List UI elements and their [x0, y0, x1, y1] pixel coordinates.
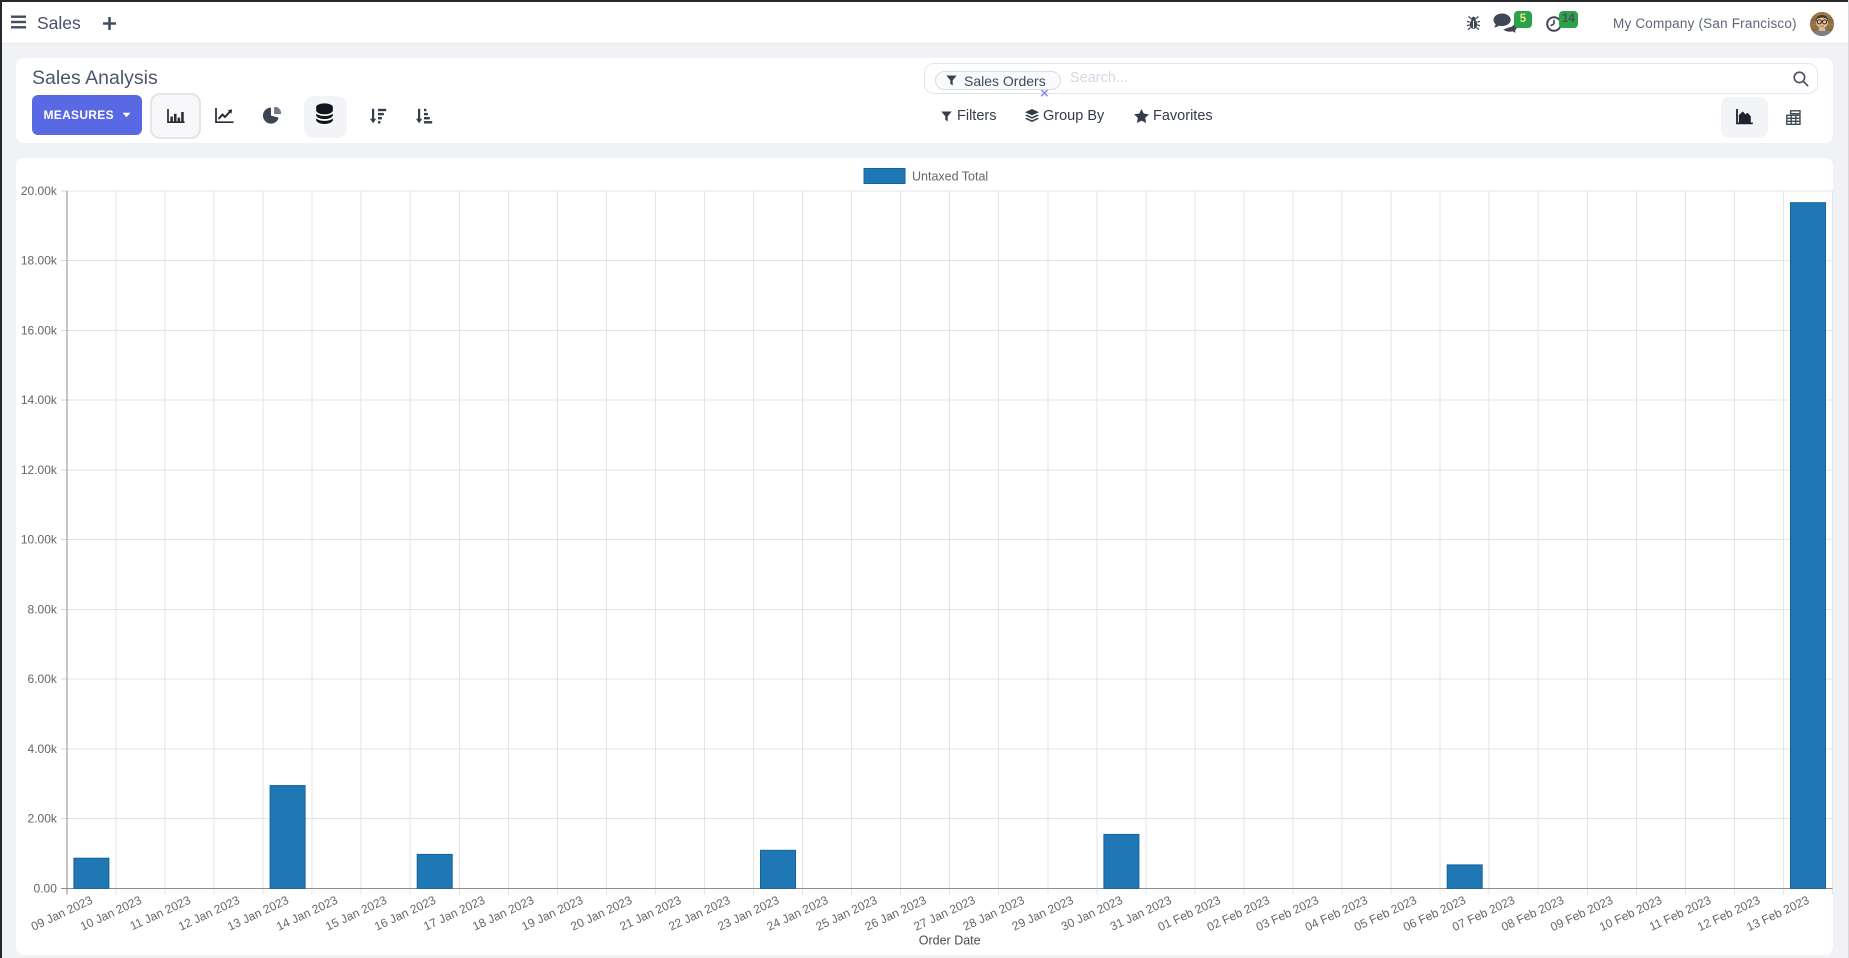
svg-text:8.00k: 8.00k — [28, 602, 58, 616]
svg-text:Order Date: Order Date — [919, 933, 981, 947]
svg-text:14.00k: 14.00k — [21, 393, 58, 407]
svg-text:12.00k: 12.00k — [21, 463, 58, 477]
svg-text:20.00k: 20.00k — [21, 184, 58, 198]
svg-text:2.00k: 2.00k — [28, 812, 58, 826]
svg-text:Untaxed Total: Untaxed Total — [912, 170, 988, 184]
svg-text:10.00k: 10.00k — [21, 533, 58, 547]
svg-text:0.00: 0.00 — [34, 881, 58, 895]
svg-text:4.00k: 4.00k — [28, 742, 58, 756]
svg-text:16.00k: 16.00k — [21, 323, 58, 337]
svg-text:6.00k: 6.00k — [28, 672, 58, 686]
svg-text:18.00k: 18.00k — [21, 254, 58, 268]
